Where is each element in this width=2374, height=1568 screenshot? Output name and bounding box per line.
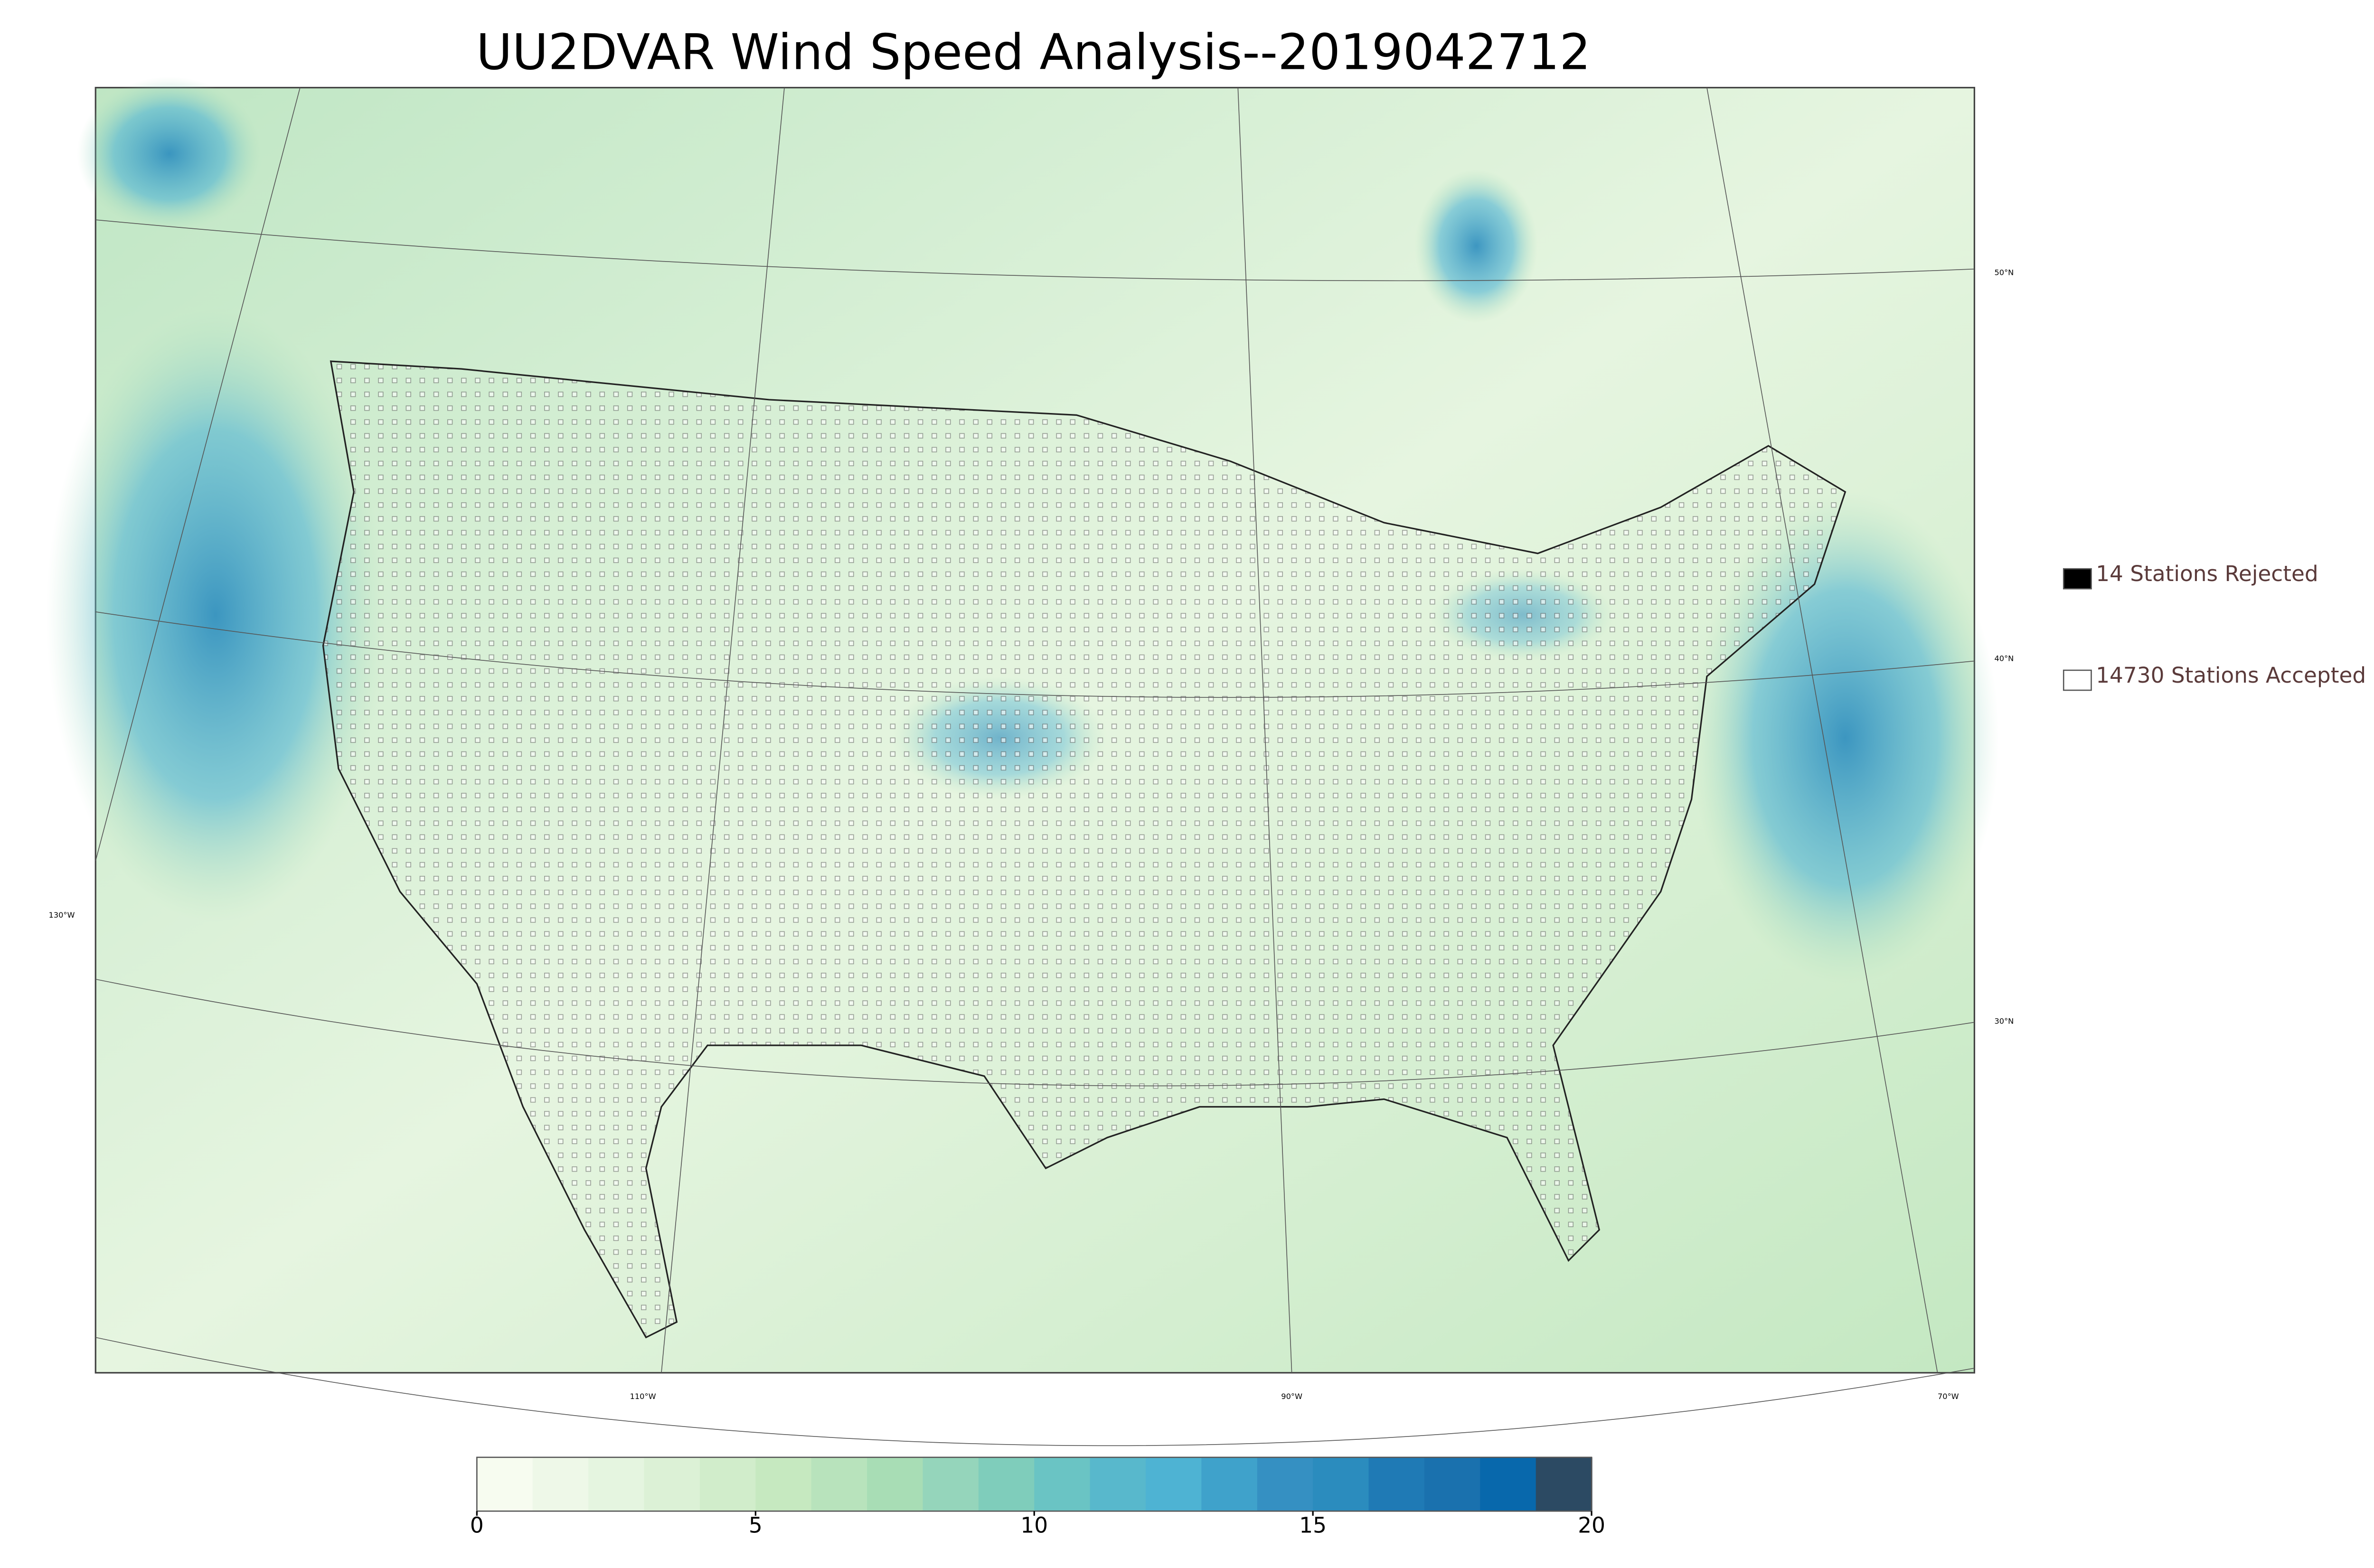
colorbar-tick-label: 5 [749, 1513, 763, 1538]
lon-label: 130°W [49, 911, 75, 920]
colorbar-segment [699, 1457, 756, 1512]
colorbar: 0 5 10 15 20 [470, 1456, 1605, 1538]
colorbar-tick-label: 10 [1020, 1513, 1048, 1538]
map [46, 76, 1999, 1446]
colorbar-tick-label: 20 [1578, 1513, 1605, 1538]
legend-swatch [2063, 669, 2092, 691]
colorbar-segment [1034, 1457, 1091, 1512]
land-stations [322, 360, 1846, 1339]
colorbar-segment [1145, 1457, 1203, 1512]
colorbar-segment [1257, 1457, 1314, 1512]
wind-area [77, 76, 262, 231]
colorbar-segment [1368, 1457, 1425, 1512]
colorbar-segment [1424, 1457, 1481, 1512]
lat-label: 40°N [1995, 654, 2014, 663]
colorbar-segment [923, 1457, 980, 1512]
colorbar-tick-label: 0 [470, 1513, 484, 1538]
graticule [95, 87, 1975, 1446]
legend: 14 Stations Rejected 14730 Stations Accep… [2063, 561, 2366, 691]
legend-label: 14730 Stations Accepted [2096, 663, 2366, 688]
lat-label: 50°N [1995, 268, 2014, 277]
wind-area [46, 307, 385, 922]
colorbar-segment [1480, 1457, 1537, 1512]
lat-label: 30°N [1995, 1017, 2014, 1026]
colorbar-segment [532, 1457, 589, 1512]
lon-label: 70°W [1938, 1392, 1959, 1401]
colorbar-segment [644, 1457, 701, 1512]
title: UU2DVAR Wind Speed Analysis--2019042712 [476, 24, 1591, 81]
colorbar-segment [755, 1457, 812, 1512]
colorbar-segment [978, 1457, 1035, 1512]
lon-label: 110°W [630, 1392, 656, 1401]
colorbar-segment [1536, 1457, 1592, 1512]
colorbar-segment [588, 1457, 645, 1512]
colorbar-segment [867, 1457, 924, 1512]
lon-label: 90°W [1281, 1392, 1302, 1401]
colorbar-segment [1313, 1457, 1370, 1512]
colorbar-tick-label: 15 [1299, 1513, 1327, 1538]
legend-swatch [2063, 568, 2092, 590]
colorbar-segment [1090, 1457, 1147, 1512]
wind-area [1414, 169, 1538, 323]
colorbar-segment [811, 1457, 868, 1512]
colorbar-segment [1201, 1457, 1258, 1512]
legend-label: 14 Stations Rejected [2096, 561, 2318, 586]
colorbar-segment [477, 1457, 534, 1512]
coordinate-labels: 130°W 110°W 90°W 70°W 50°N 40°N 30°N [49, 268, 2014, 1401]
